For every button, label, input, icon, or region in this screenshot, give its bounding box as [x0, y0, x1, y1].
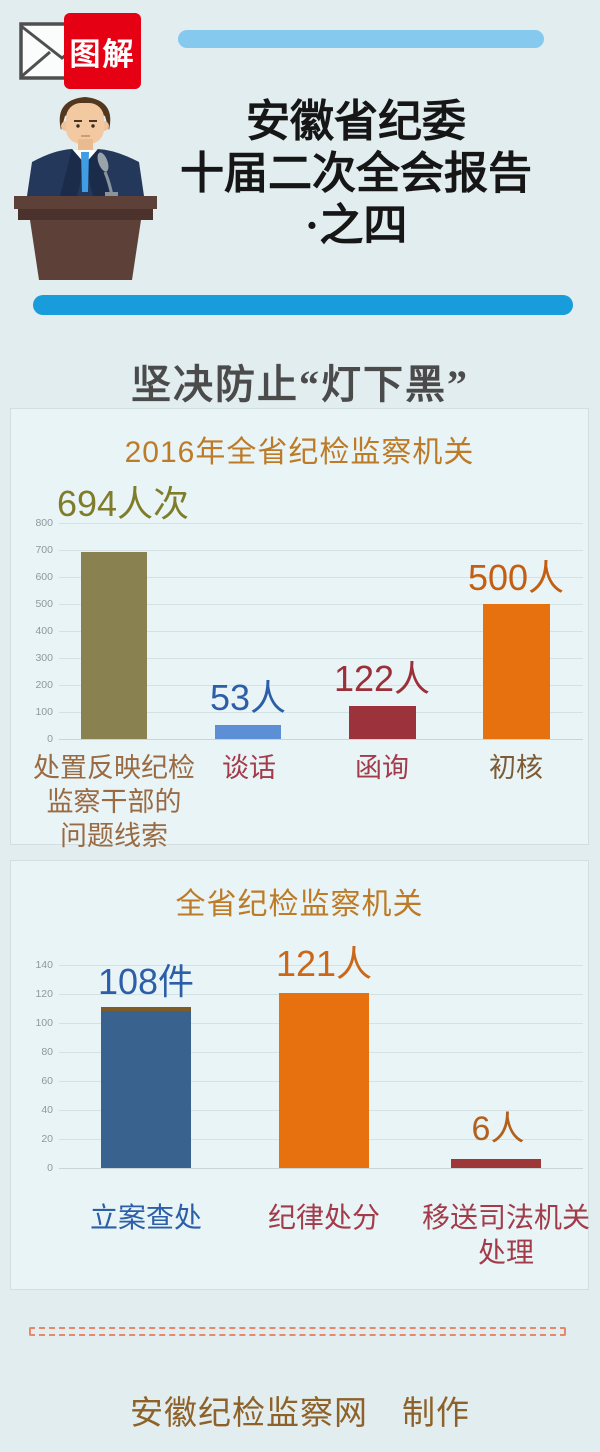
- bar-yisong-sifa: [451, 1159, 541, 1168]
- chart1-ytick: 600: [35, 571, 53, 583]
- chart1-ytick: 200: [35, 679, 53, 691]
- chart2-ytick: 40: [41, 1104, 53, 1116]
- chart1-plot-area: [59, 523, 583, 740]
- speaker-tie: [81, 152, 89, 192]
- chart2-ytick: 140: [35, 959, 53, 971]
- chart1-ytick: 400: [35, 625, 53, 637]
- chart2-category-label: 移送司法机关 处理: [421, 1202, 591, 1268]
- chart2-ytick: 120: [35, 988, 53, 1000]
- chart1-ytick: 800: [35, 517, 53, 529]
- chart1-ytick: 500: [35, 598, 53, 610]
- bar-lian-chachu: [101, 1011, 191, 1168]
- podium-body: [30, 220, 141, 280]
- chart1-value-label: 53人: [209, 677, 287, 718]
- chart2-value-label: 121人: [275, 943, 373, 984]
- footer-credit: 安徽纪检监察网 制作: [130, 1394, 470, 1431]
- podium-top: [14, 196, 157, 209]
- page-title-line-3: ·之四: [304, 201, 408, 250]
- chart2-ytick: 80: [41, 1046, 53, 1058]
- chart1-ytick: 700: [35, 544, 53, 556]
- chart2-category-label: 立案查处: [89, 1202, 203, 1233]
- chart1-title: 2016年全省纪检监察机关: [124, 436, 475, 469]
- bar-hanxun: [349, 706, 416, 739]
- bar-jilv-chufen: [279, 992, 369, 1168]
- chart2-ytick: 0: [47, 1162, 53, 1174]
- page-title-line-1: 安徽省纪委: [246, 97, 466, 146]
- page-title: 安徽省纪委 十届二次全会报告 ·之四: [146, 96, 566, 252]
- chart1-category-label: 函询: [355, 753, 409, 783]
- chart-panel-2: 全省纪检监察机关 140 120 100 80 60 40 20 0 108件 …: [10, 860, 591, 1290]
- page-title-line-2: 十届二次全会报告: [180, 149, 532, 198]
- chart2-ytick: 100: [35, 1017, 53, 1029]
- chart2-value-label: 108件: [97, 961, 195, 1002]
- footer-dashed-divider: [29, 1327, 566, 1336]
- header-accent-bar-light: [178, 30, 544, 48]
- bar-chuzhi-wenti-xiansuo: [81, 551, 147, 739]
- speaker-face: [66, 103, 104, 144]
- tujie-logo-badge: 图解: [64, 13, 141, 89]
- speaker-hair: [59, 97, 111, 130]
- chart1-value-label: 122人: [333, 658, 431, 699]
- chart1-category-label: 谈话: [222, 753, 276, 783]
- chart1-category-label: 初核: [489, 753, 543, 783]
- chart2-value-label: 6人: [471, 1110, 525, 1148]
- chart1-ytick: 100: [35, 706, 53, 718]
- chart1-value-label: 500人: [467, 557, 565, 598]
- chart2-plot-area: [59, 965, 583, 1169]
- header-accent-bar-dark: [33, 295, 573, 315]
- bar-lian-chachu-cap: [101, 1007, 191, 1011]
- microphone-icon: [97, 152, 109, 172]
- chart-panel-1: 2016年全省纪检监察机关 800 700 600 500 400 300 20…: [10, 408, 589, 851]
- chart2-title: 全省纪检监察机关: [175, 888, 424, 921]
- bar-tanhua: [215, 724, 281, 739]
- chart2-ytick: 20: [41, 1133, 53, 1145]
- chart1-ytick: 300: [35, 652, 53, 664]
- speaker-illustration: [14, 97, 157, 280]
- chart1-ytick: 0: [47, 733, 53, 745]
- chart2-category-label: 纪律处分: [267, 1202, 381, 1233]
- bar-chuhe: [483, 604, 550, 739]
- chart1-value-label: 694人次: [56, 483, 190, 524]
- section-title: 坚决防止“灯下黑”: [131, 362, 469, 407]
- chart2-ytick: 60: [41, 1075, 53, 1087]
- chart1-category-label: 处置反映纪检 监察干部的 问题线索: [33, 753, 195, 851]
